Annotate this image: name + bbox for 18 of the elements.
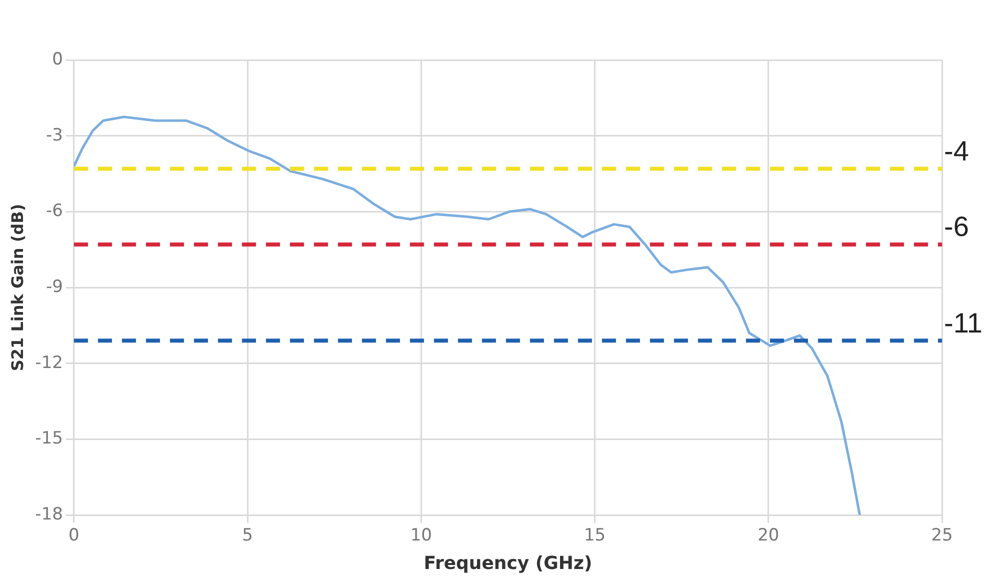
y-tick-label: -18 [35, 504, 63, 524]
x-axis-title: Frequency (GHz) [424, 552, 592, 574]
y-tick-label: 0 [52, 49, 63, 70]
y-tick-label: -9 [46, 276, 63, 297]
x-tick-label: 0 [68, 526, 80, 546]
y-axis-title: S21 Link Gain (dB) [8, 204, 27, 372]
text: -4 [944, 135, 969, 166]
y-tick-label: -12 [35, 352, 63, 373]
x-tick-label: 5 [242, 526, 253, 546]
x-tick-label: 10 [410, 526, 432, 546]
x-tick-label: 25 [931, 526, 953, 546]
x-tick-label: 15 [584, 526, 606, 546]
text: -11 [944, 307, 982, 338]
y-tick-label: -15 [35, 428, 63, 449]
y-tick-label: -6 [46, 201, 63, 222]
y-tick-label: -3 [46, 125, 63, 146]
x-tick-label: 20 [758, 526, 780, 546]
text: -6 [944, 211, 969, 242]
